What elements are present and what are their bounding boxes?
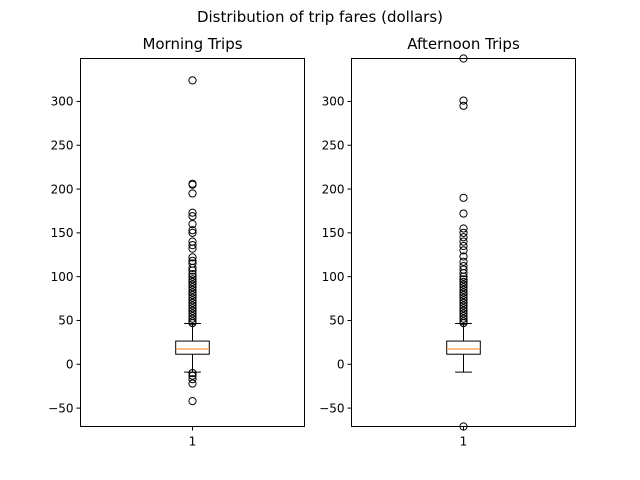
outlier-point <box>459 96 468 105</box>
outlier-point <box>459 228 468 237</box>
outlier-point <box>459 237 468 246</box>
outlier-point <box>459 319 468 328</box>
outlier-point <box>188 253 197 262</box>
outlier-point <box>459 269 468 278</box>
outlier-point <box>459 280 468 289</box>
outlier-point <box>188 220 197 229</box>
y-tick-label: 250 <box>51 138 74 152</box>
outlier-point <box>188 396 197 406</box>
outlier-point <box>459 54 468 63</box>
panel-title-morning: Morning Trips <box>142 35 242 53</box>
outlier-point <box>459 272 468 281</box>
y-axis-afternoon: −50 0 50 100 150 200 250 300 <box>319 95 352 415</box>
x-tick-label: 1 <box>189 435 197 449</box>
boxplot-morning <box>175 76 210 406</box>
outlier-point <box>188 296 197 305</box>
y-tick-label: 150 <box>51 226 74 240</box>
panel-title-afternoon: Afternoon Trips <box>407 35 520 53</box>
y-tick-label: 200 <box>51 182 74 196</box>
y-tick-label: −50 <box>319 401 344 415</box>
y-tick-label: 0 <box>337 357 345 371</box>
outlier-point <box>188 226 197 235</box>
outlier-point <box>459 304 468 313</box>
y-tick-label: 50 <box>58 314 73 328</box>
outlier-point <box>459 246 468 255</box>
outlier-point <box>459 193 468 202</box>
outlier-point <box>459 275 468 284</box>
outlier-point <box>459 283 468 292</box>
outlier-point <box>188 306 197 315</box>
outlier-point <box>459 314 468 323</box>
outlier-point <box>188 272 197 281</box>
outlier-point <box>459 309 468 318</box>
outlier-point <box>188 241 197 250</box>
chart-title: Distribution of trip fares (dollars) <box>197 8 443 26</box>
y-tick-label: 300 <box>51 95 74 109</box>
outlier-point <box>188 379 197 388</box>
y-tick-label: 100 <box>51 270 74 284</box>
y-tick-label: −50 <box>48 401 73 415</box>
outlier-point <box>188 285 197 294</box>
outlier-point <box>459 209 468 218</box>
y-tick-label: 0 <box>66 357 74 371</box>
y-tick-label: 100 <box>322 270 345 284</box>
outlier-point <box>188 283 197 292</box>
x-axis-morning: 1 <box>189 426 197 449</box>
outlier-point <box>188 304 197 313</box>
outlier-point <box>188 375 197 384</box>
outlier-point <box>459 301 468 310</box>
outlier-point <box>188 266 197 275</box>
outlier-point <box>188 371 197 380</box>
outlier-point <box>459 224 468 233</box>
outlier-point <box>188 309 197 318</box>
outlier-point <box>188 208 197 217</box>
outlier-point <box>459 277 468 287</box>
outlier-point <box>188 263 197 273</box>
outlier-point <box>188 269 197 279</box>
outlier-point <box>188 290 197 300</box>
outlier-point <box>459 296 468 305</box>
panel-morning: Morning Trips −50 0 50 100 150 200 250 300 1 <box>48 35 305 449</box>
outlier-point <box>459 252 468 261</box>
outlier-point <box>188 244 197 253</box>
outlier-point <box>459 306 468 315</box>
outlier-point <box>459 257 468 266</box>
outlier-point <box>188 180 197 189</box>
outlier-point <box>188 298 197 308</box>
outlier-point <box>188 368 197 378</box>
box <box>175 340 210 355</box>
outlier-point <box>459 233 468 242</box>
outlier-point <box>459 241 468 251</box>
y-axis-morning: −50 0 50 100 150 200 250 300 <box>48 95 81 415</box>
y-tick-label: 300 <box>322 95 345 109</box>
boxplot-afternoon <box>446 54 481 431</box>
outlier-point <box>188 275 197 284</box>
outlier-point <box>188 212 197 221</box>
outlier-point <box>459 422 468 431</box>
outlier-point <box>188 301 197 310</box>
outlier-point <box>188 293 197 302</box>
outlier-point <box>188 319 197 328</box>
y-tick-label: 150 <box>322 226 345 240</box>
outlier-point <box>188 189 197 198</box>
outlier-point <box>188 76 197 85</box>
panel-afternoon: Afternoon Trips −50 0 50 100 150 200 250 300 1 <box>319 35 576 449</box>
y-tick-label: 50 <box>329 314 344 328</box>
outlier-point <box>188 277 197 287</box>
outlier-point <box>188 288 197 297</box>
y-tick-label: 250 <box>322 138 345 152</box>
box <box>446 340 481 355</box>
outlier-point <box>459 285 468 294</box>
x-tick-label: 1 <box>460 435 468 449</box>
outlier-point <box>459 101 468 110</box>
outlier-point <box>188 228 197 237</box>
outlier-point <box>188 280 197 289</box>
outlier-point <box>459 293 468 302</box>
outlier-point <box>188 314 197 323</box>
y-tick-label: 200 <box>322 182 345 196</box>
outlier-point <box>459 288 468 297</box>
outlier-point <box>459 298 468 308</box>
outlier-point <box>459 290 468 300</box>
